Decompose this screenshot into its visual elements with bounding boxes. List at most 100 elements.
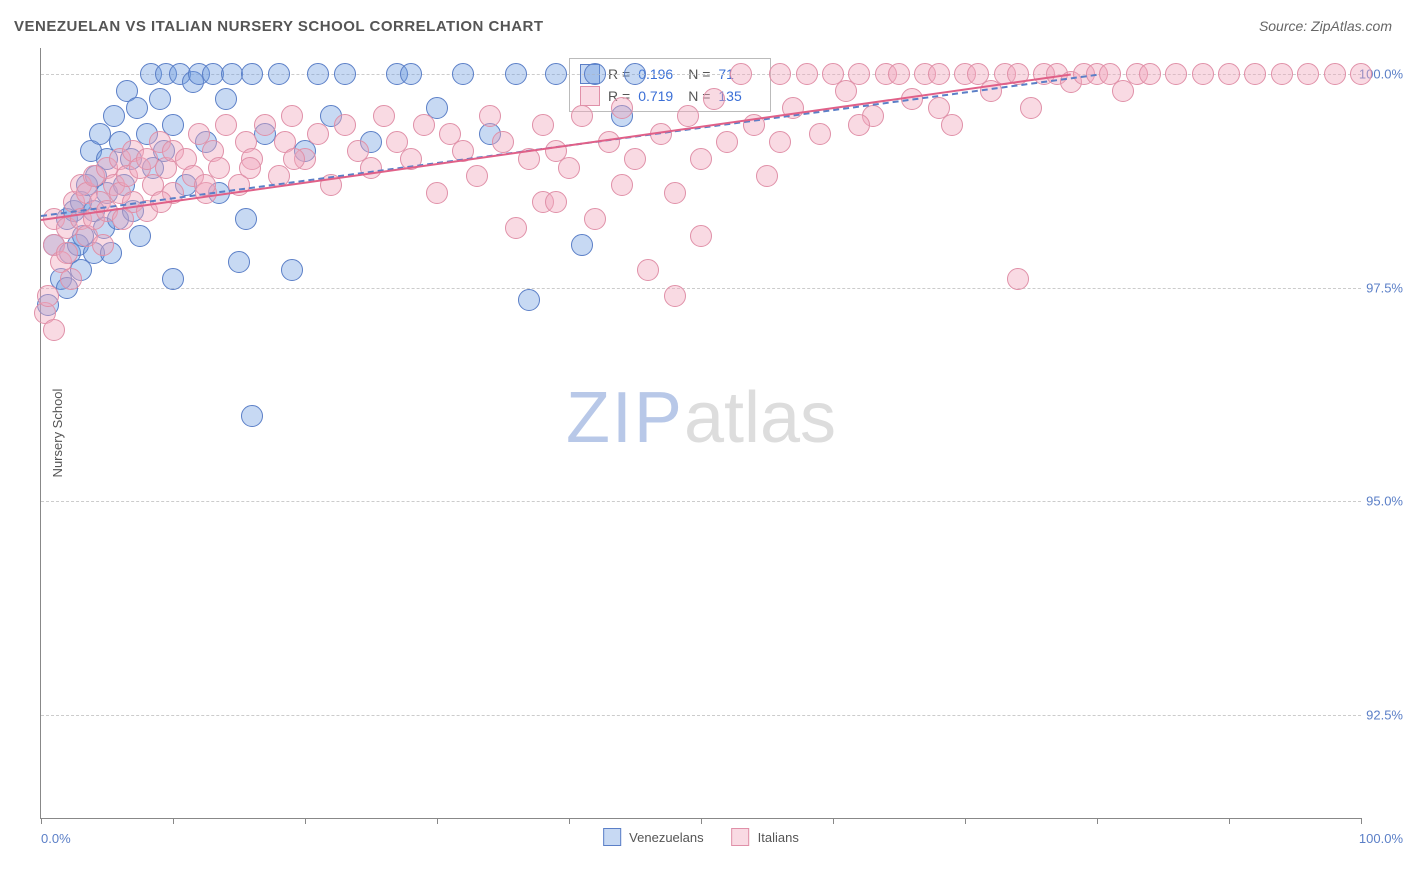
scatter-point: [307, 63, 329, 85]
plot-area: Nursery School ZIPatlas R = 0.196 N = 71…: [40, 48, 1361, 819]
scatter-point: [103, 105, 125, 127]
y-axis-title: Nursery School: [50, 389, 65, 478]
scatter-point: [584, 208, 606, 230]
watermark-zip: ZIP: [566, 378, 684, 458]
x-tick: [41, 818, 42, 824]
scatter-point: [1297, 63, 1319, 85]
scatter-point: [43, 319, 65, 341]
scatter-point: [283, 148, 305, 170]
stats-swatch-italians: [580, 86, 600, 106]
scatter-point: [545, 63, 567, 85]
scatter-point: [281, 105, 303, 127]
y-tick-label: 97.5%: [1366, 280, 1403, 295]
scatter-point: [239, 157, 261, 179]
scatter-point: [228, 251, 250, 273]
scatter-point: [505, 63, 527, 85]
chart-header: VENEZUELAN VS ITALIAN NURSERY SCHOOL COR…: [14, 18, 1392, 36]
scatter-point: [1007, 268, 1029, 290]
scatter-point: [1192, 63, 1214, 85]
scatter-point: [809, 123, 831, 145]
scatter-point: [888, 63, 910, 85]
scatter-point: [664, 285, 686, 307]
scatter-point: [1165, 63, 1187, 85]
gridline: [41, 715, 1361, 716]
scatter-point: [505, 217, 527, 239]
scatter-point: [928, 63, 950, 85]
scatter-point: [56, 242, 78, 264]
scatter-point: [1139, 63, 1161, 85]
x-tick: [965, 818, 966, 824]
r-value-italians: 0.719: [638, 85, 680, 107]
scatter-point: [664, 182, 686, 204]
scatter-point: [690, 225, 712, 247]
scatter-point: [235, 208, 257, 230]
scatter-point: [848, 63, 870, 85]
legend-label-venezuelans: Venezuelans: [629, 830, 703, 845]
x-tick: [1361, 818, 1362, 824]
scatter-point: [452, 63, 474, 85]
watermark: ZIPatlas: [566, 377, 836, 459]
source-value: ZipAtlas.com: [1311, 18, 1392, 34]
scatter-point: [112, 208, 134, 230]
x-tick: [437, 818, 438, 824]
y-tick-label: 92.5%: [1366, 708, 1403, 723]
scatter-point: [545, 191, 567, 213]
scatter-point: [756, 165, 778, 187]
gridline: [41, 501, 1361, 502]
scatter-point: [60, 268, 82, 290]
legend-item-italians: Italians: [732, 828, 799, 846]
legend-label-italians: Italians: [758, 830, 799, 845]
scatter-point: [1271, 63, 1293, 85]
legend-swatch-italians: [732, 828, 750, 846]
scatter-point: [202, 63, 224, 85]
scatter-point: [624, 63, 646, 85]
scatter-point: [769, 63, 791, 85]
x-tick: [569, 818, 570, 824]
scatter-point: [716, 131, 738, 153]
scatter-point: [492, 131, 514, 153]
scatter-point: [413, 114, 435, 136]
scatter-point: [532, 114, 554, 136]
scatter-point: [281, 259, 303, 281]
scatter-point: [334, 63, 356, 85]
scatter-point: [215, 114, 237, 136]
scatter-point: [703, 88, 725, 110]
scatter-point: [928, 97, 950, 119]
x-axis-label-right: 100.0%: [1359, 831, 1403, 846]
scatter-point: [769, 131, 791, 153]
x-tick: [1097, 818, 1098, 824]
scatter-point: [373, 105, 395, 127]
x-tick: [305, 818, 306, 824]
scatter-point: [690, 148, 712, 170]
x-tick: [833, 818, 834, 824]
scatter-point: [149, 88, 171, 110]
scatter-point: [162, 268, 184, 290]
legend-item-venezuelans: Venezuelans: [603, 828, 703, 846]
scatter-point: [571, 234, 593, 256]
scatter-point: [730, 63, 752, 85]
x-tick: [701, 818, 702, 824]
x-tick: [1229, 818, 1230, 824]
scatter-point: [307, 123, 329, 145]
scatter-point: [426, 182, 448, 204]
scatter-point: [677, 105, 699, 127]
scatter-point: [1218, 63, 1240, 85]
scatter-point: [1324, 63, 1346, 85]
stats-row-italians: R = 0.719 N = 135: [580, 85, 760, 107]
gridline: [41, 288, 1361, 289]
scatter-point: [92, 234, 114, 256]
chart-title: VENEZUELAN VS ITALIAN NURSERY SCHOOL COR…: [14, 18, 544, 35]
scatter-point: [37, 285, 59, 307]
scatter-point: [268, 63, 290, 85]
source-label: Source:: [1259, 18, 1311, 34]
scatter-point: [584, 63, 606, 85]
scatter-point: [241, 63, 263, 85]
scatter-point: [126, 97, 148, 119]
scatter-point: [400, 63, 422, 85]
x-axis-label-left: 0.0%: [41, 831, 71, 846]
scatter-point: [571, 105, 593, 127]
scatter-point: [479, 105, 501, 127]
scatter-point: [518, 289, 540, 311]
scatter-point: [221, 63, 243, 85]
scatter-point: [1244, 63, 1266, 85]
